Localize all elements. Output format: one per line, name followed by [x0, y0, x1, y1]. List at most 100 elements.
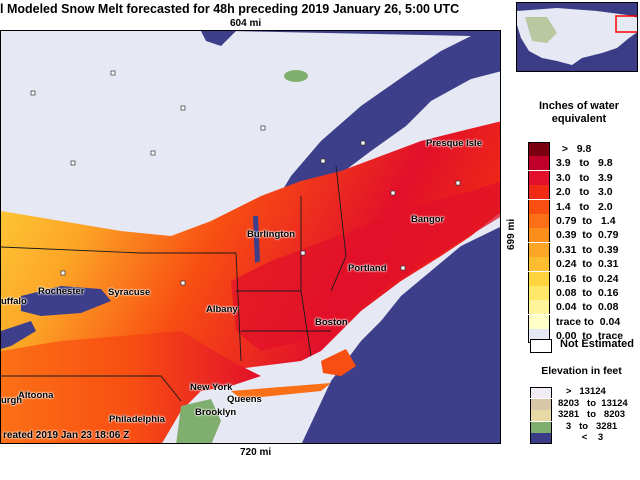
city-label: Bangor — [411, 214, 445, 225]
right-distance-label: 699 mi — [506, 218, 517, 250]
map-title: l Modeled Snow Melt forecasted for 48h p… — [0, 2, 460, 16]
legend-swatch — [528, 156, 550, 171]
legend-swatch — [528, 242, 550, 257]
lake-champlain — [253, 216, 260, 263]
legend-label: 0.39 to 0.79 — [556, 229, 619, 242]
legend-row: 3.9 to 9.8 — [528, 156, 640, 171]
legend-swatch — [528, 314, 550, 329]
city-label: Albany — [206, 304, 238, 315]
city-label: Philadelphia — [109, 414, 165, 425]
elevation-title: Elevation in feet — [541, 365, 622, 377]
legend-swatch — [528, 214, 550, 228]
lake-ontario — [21, 286, 111, 316]
legend-label: 0.79 to 1.4 — [556, 215, 616, 227]
cape-cod — [321, 349, 356, 376]
st-lawrence-water — [231, 31, 500, 196]
city-label: Syracuse — [108, 287, 151, 298]
legend-row: 0.31 to 0.39 — [528, 242, 640, 257]
upper-water — [201, 31, 236, 46]
elevation-row: < 3 — [530, 432, 640, 444]
elevation-row: 3 to 3281 — [530, 420, 640, 433]
legend-row: 1.4 to 2.0 — [528, 199, 640, 214]
elevation-swatch — [530, 421, 552, 433]
legend-row: 0.79 to 1.4 — [528, 214, 640, 228]
snow-melt-map[interactable]: Presque Isle Bangor Burlington Portland … — [0, 30, 501, 444]
legend-row: > 9.8 — [528, 142, 640, 156]
legend-title: Inches of water equivalent — [518, 100, 640, 126]
long-island — [231, 383, 331, 399]
legend-label: 3.9 to 9.8 — [556, 157, 613, 170]
elevation-label: 3281 to 8203 — [558, 409, 626, 420]
inset-highlight-box — [615, 15, 637, 33]
legend-row: 3.0 to 3.9 — [528, 170, 640, 185]
created-timestamp: reated 2019 Jan 23 18:06 Z — [3, 430, 130, 441]
city-label: Presque Isle — [426, 138, 482, 149]
legend-swatch — [528, 300, 550, 315]
inset-canvas — [517, 8, 637, 65]
legend-label: 0.08 to 0.16 — [556, 287, 619, 299]
elevation-swatch — [530, 410, 552, 421]
inset-west — [525, 17, 557, 43]
legend-row: 2.0 to 3.0 — [528, 185, 640, 200]
legend-row: 0.08 to 0.16 — [528, 286, 640, 300]
legend-swatch — [528, 142, 550, 156]
lake-erie — [1, 321, 36, 349]
legend-label: > 9.8 — [556, 143, 592, 155]
legend-label: 0.04 to 0.08 — [556, 301, 619, 314]
legend-row: 0.16 to 0.24 — [528, 271, 640, 286]
melt-core — [231, 181, 500, 351]
city-label: Portland — [348, 263, 387, 274]
legend-swatch — [528, 185, 550, 200]
legend-label: 2.0 to 3.0 — [556, 186, 613, 199]
legend-title-line2: equivalent — [551, 113, 607, 125]
elevation-patch — [284, 70, 308, 82]
legend-swatch — [528, 228, 550, 243]
city-label: Rochester — [38, 286, 85, 297]
city-label: Queens — [227, 394, 262, 405]
locator-inset-map[interactable] — [516, 2, 638, 72]
city-label: uffalo — [1, 296, 27, 307]
bottom-distance-label: 720 mi — [240, 447, 272, 458]
elevation-label: 8203 to 13124 — [558, 397, 628, 409]
top-distance-label: 604 mi — [230, 18, 262, 29]
legend-row: 0.04 to 0.08 — [528, 300, 640, 315]
legend-swatch — [528, 286, 550, 300]
legend-swatch — [528, 170, 550, 185]
legend-label: 0.16 to 0.24 — [556, 272, 619, 285]
city-label: New York — [190, 382, 233, 393]
map-canvas — [1, 31, 500, 443]
coastal-plain — [176, 399, 221, 443]
elevation-label: 3 to 3281 — [558, 420, 618, 432]
elevation-label: > 13124 — [558, 386, 606, 397]
legend-swatch — [528, 257, 550, 272]
elevation-swatch — [530, 398, 552, 410]
city-label: Brooklyn — [195, 407, 237, 418]
not-estimated-label: Not Estimated — [560, 338, 634, 350]
legend-label: 1.4 to 2.0 — [556, 200, 613, 213]
state-borders — [1, 165, 347, 402]
city-label: Burlington — [247, 229, 296, 240]
elevation-row: 3281 to 8203 — [530, 409, 640, 421]
legend-row: trace to 0.04 — [528, 314, 640, 329]
legend-row: 0.24 to 0.31 — [528, 257, 640, 272]
city-label: Boston — [315, 317, 348, 328]
legend-label: 0.24 to 0.31 — [556, 258, 619, 271]
legend-swatch — [528, 199, 550, 214]
legend-row: 0.39 to 0.79 — [528, 228, 640, 243]
city-label: urgh — [1, 395, 23, 406]
legend-label: 0.00 to trace — [556, 330, 624, 343]
legend-swatch — [528, 271, 550, 286]
elevation-swatch — [530, 433, 552, 444]
legend-label: trace to 0.04 — [556, 315, 621, 328]
city-label: Altoona — [18, 390, 54, 401]
station-markers — [30, 70, 461, 286]
legend-label: 0.31 to 0.39 — [556, 243, 619, 256]
elevation-swatch — [530, 387, 552, 398]
elevation-label: < 3 — [558, 432, 604, 443]
atlantic-ocean — [301, 226, 500, 443]
southern-melt — [1, 331, 261, 443]
legend-title-line1: Inches of water — [538, 100, 620, 112]
elevation-row: 8203 to 13124 — [530, 397, 640, 410]
legend-label: 3.0 to 3.9 — [556, 171, 613, 184]
